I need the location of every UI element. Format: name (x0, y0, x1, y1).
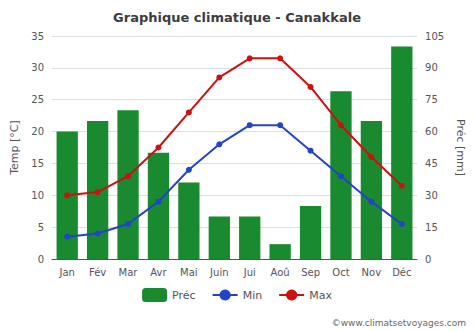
svg-text:Jui: Jui (243, 267, 256, 278)
svg-text:Avr: Avr (150, 267, 167, 278)
svg-text:5: 5 (38, 222, 44, 233)
svg-text:0: 0 (38, 254, 44, 265)
svg-text:90: 90 (425, 62, 438, 73)
svg-text:30: 30 (425, 190, 438, 201)
svg-text:Préc: Préc (172, 289, 196, 302)
svg-text:Nov: Nov (362, 267, 382, 278)
svg-text:75: 75 (425, 94, 438, 105)
svg-text:Juin: Juin (209, 267, 228, 278)
svg-text:15: 15 (425, 222, 438, 233)
svg-text:Graphique climatique - Canakka: Graphique climatique - Canakkale (113, 10, 361, 25)
svg-text:Sep: Sep (301, 267, 320, 278)
svg-text:Max: Max (309, 289, 332, 302)
svg-text:Oct: Oct (332, 267, 349, 278)
svg-text:Aoû: Aoû (271, 267, 290, 278)
svg-text:10: 10 (31, 190, 44, 201)
svg-text:105: 105 (425, 31, 444, 42)
svg-text:15: 15 (31, 158, 44, 169)
svg-text:20: 20 (31, 126, 44, 137)
svg-text:35: 35 (31, 31, 44, 42)
svg-text:Min: Min (243, 289, 263, 302)
svg-text:Mai: Mai (180, 267, 198, 278)
svg-text:60: 60 (425, 126, 438, 137)
svg-text:45: 45 (425, 158, 438, 169)
svg-text:Déc: Déc (392, 267, 411, 278)
svg-text:Mar: Mar (119, 267, 139, 278)
svg-text:Préc [mm]: Préc [mm] (454, 119, 467, 176)
svg-text:30: 30 (31, 62, 44, 73)
svg-text:Fév: Fév (89, 267, 106, 278)
svg-text:Temp [°C]: Temp [°C] (8, 120, 21, 176)
svg-text:Jan: Jan (58, 267, 74, 278)
svg-text:©www.climatsetvoyages.com: ©www.climatsetvoyages.com (332, 318, 466, 328)
svg-text:0: 0 (425, 254, 431, 265)
svg-text:25: 25 (31, 94, 44, 105)
